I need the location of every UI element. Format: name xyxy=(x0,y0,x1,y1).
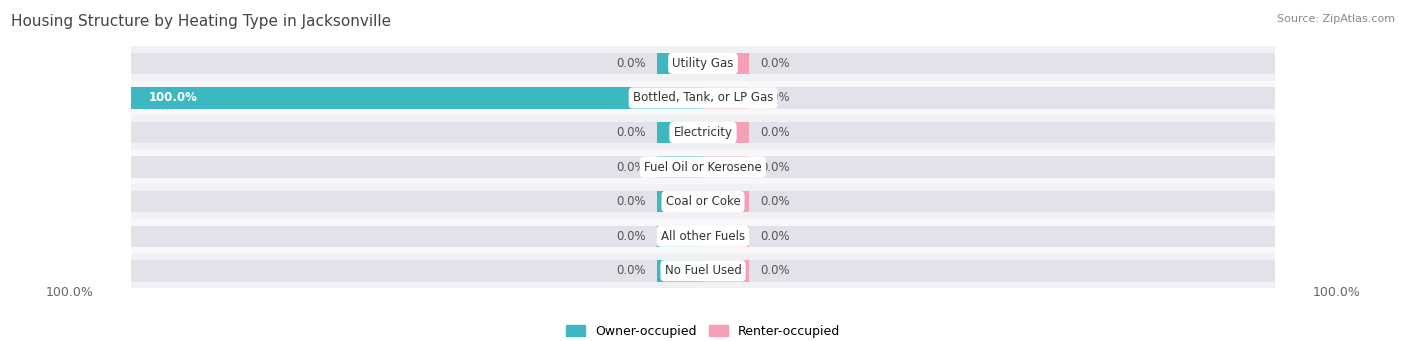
Bar xyxy=(131,260,703,282)
Bar xyxy=(703,191,1275,212)
Bar xyxy=(703,157,749,178)
Bar xyxy=(703,53,749,74)
Text: 100.0%: 100.0% xyxy=(1313,286,1361,299)
Bar xyxy=(703,122,1275,143)
Text: 0.0%: 0.0% xyxy=(616,57,645,70)
Bar xyxy=(131,87,703,109)
Text: All other Fuels: All other Fuels xyxy=(661,230,745,243)
Bar xyxy=(703,87,1275,109)
Bar xyxy=(703,122,749,143)
Text: 0.0%: 0.0% xyxy=(616,126,645,139)
Text: 0.0%: 0.0% xyxy=(761,91,790,104)
Bar xyxy=(657,191,703,212)
Bar xyxy=(703,225,749,247)
Text: Housing Structure by Heating Type in Jacksonville: Housing Structure by Heating Type in Jac… xyxy=(11,14,391,29)
Text: Coal or Coke: Coal or Coke xyxy=(665,195,741,208)
Legend: Owner-occupied, Renter-occupied: Owner-occupied, Renter-occupied xyxy=(561,320,845,341)
Text: 0.0%: 0.0% xyxy=(616,195,645,208)
Bar xyxy=(703,260,1275,282)
Bar xyxy=(131,53,703,74)
Text: No Fuel Used: No Fuel Used xyxy=(665,264,741,277)
Bar xyxy=(657,53,703,74)
Bar xyxy=(131,191,703,212)
Bar xyxy=(131,122,703,143)
Text: Bottled, Tank, or LP Gas: Bottled, Tank, or LP Gas xyxy=(633,91,773,104)
Bar xyxy=(131,150,1275,184)
Text: Electricity: Electricity xyxy=(673,126,733,139)
Bar xyxy=(131,219,1275,253)
Bar xyxy=(131,184,1275,219)
Text: 0.0%: 0.0% xyxy=(761,57,790,70)
Bar xyxy=(131,81,1275,115)
Bar xyxy=(703,53,1275,74)
Bar xyxy=(703,87,749,109)
Text: 0.0%: 0.0% xyxy=(761,264,790,277)
Bar xyxy=(131,87,703,109)
Text: 0.0%: 0.0% xyxy=(616,230,645,243)
Bar xyxy=(657,157,703,178)
Text: Source: ZipAtlas.com: Source: ZipAtlas.com xyxy=(1277,14,1395,24)
Text: 0.0%: 0.0% xyxy=(616,264,645,277)
Bar xyxy=(703,157,1275,178)
Text: 0.0%: 0.0% xyxy=(761,161,790,174)
Text: Fuel Oil or Kerosene: Fuel Oil or Kerosene xyxy=(644,161,762,174)
Bar xyxy=(657,122,703,143)
Text: 0.0%: 0.0% xyxy=(761,126,790,139)
Bar xyxy=(703,191,749,212)
Text: 0.0%: 0.0% xyxy=(761,230,790,243)
Bar xyxy=(657,260,703,282)
Text: 0.0%: 0.0% xyxy=(761,195,790,208)
Bar xyxy=(703,225,1275,247)
Bar xyxy=(131,253,1275,288)
Bar xyxy=(657,225,703,247)
Bar xyxy=(131,157,703,178)
Bar xyxy=(703,260,749,282)
Text: Utility Gas: Utility Gas xyxy=(672,57,734,70)
Text: 100.0%: 100.0% xyxy=(148,91,197,104)
Text: 100.0%: 100.0% xyxy=(45,286,93,299)
Bar xyxy=(131,46,1275,81)
Text: 0.0%: 0.0% xyxy=(616,161,645,174)
Bar xyxy=(131,225,703,247)
Bar xyxy=(131,115,1275,150)
